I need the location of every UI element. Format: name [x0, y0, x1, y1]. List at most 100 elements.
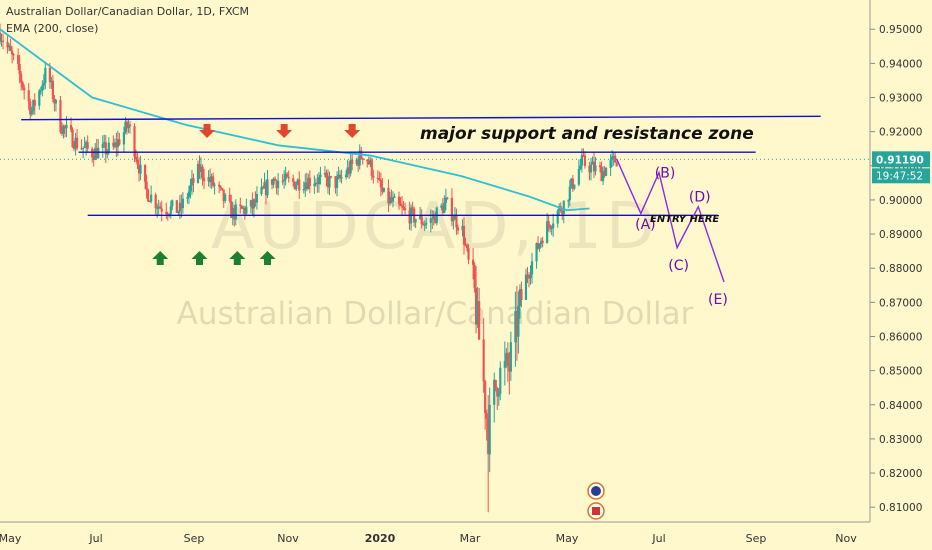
candle-body [314, 182, 317, 184]
candle-body [156, 207, 159, 209]
candle-body [255, 194, 259, 203]
candle-body [304, 182, 307, 190]
candle-body [337, 174, 340, 178]
candle-body [38, 90, 41, 106]
candle-body [101, 143, 104, 148]
candle-body [482, 339, 485, 382]
candle-body [414, 219, 417, 223]
candle-body [213, 184, 216, 186]
candle-body [568, 186, 571, 201]
candle-body [387, 187, 390, 204]
candle-body [1, 40, 5, 42]
candle-body [92, 156, 95, 160]
candle-body [456, 227, 460, 231]
candle-body [361, 158, 364, 160]
candle-body [431, 218, 434, 220]
candle-body [357, 159, 360, 166]
candle-body [493, 379, 496, 405]
support-arrow-up-icon [152, 251, 169, 265]
candle-body [499, 367, 502, 394]
candle-body [571, 178, 574, 189]
candle-body [296, 179, 299, 185]
candle-body [243, 207, 246, 214]
symbol-info: Australian Dollar/Canadian Dollar, 1D, F… [6, 5, 250, 18]
x-tick-label: May [556, 532, 579, 545]
wave-projection-line [616, 158, 725, 283]
candle-body [106, 151, 109, 155]
candle-body [464, 244, 467, 246]
candle-body [549, 225, 552, 229]
candle-body [60, 132, 64, 134]
candle-body [588, 165, 591, 173]
candle-body [284, 173, 287, 180]
candle-body [125, 121, 129, 129]
candle-body [165, 211, 168, 214]
candle-body [91, 148, 94, 157]
y-tick-label: 0.81000 [879, 502, 922, 514]
candle-body [233, 208, 236, 220]
candle-body [69, 124, 73, 130]
wave-label: (E) [708, 292, 728, 308]
candle-body [10, 50, 14, 55]
candle-body [598, 165, 602, 168]
y-tick-label: 0.89000 [879, 229, 922, 241]
candle-body [221, 187, 224, 190]
candle-body [316, 182, 319, 185]
candle-body [370, 159, 373, 176]
candle-body [23, 87, 26, 91]
candle-body [573, 184, 576, 189]
candle-body [0, 40, 3, 42]
candle-body [515, 311, 519, 337]
candle-body [444, 197, 447, 203]
candle-body [496, 388, 499, 397]
candle-body [187, 191, 191, 198]
candle-body [461, 225, 464, 231]
candle-body [473, 264, 476, 289]
candle-body [345, 174, 348, 178]
watermark-ticker: AUDCAD, 1D [211, 190, 659, 264]
candle-body [287, 176, 290, 179]
candle-body [17, 55, 20, 64]
y-tick-label: 0.88000 [879, 263, 922, 275]
candle-body [166, 213, 169, 215]
candle-body [107, 142, 110, 152]
candle-body [219, 186, 222, 188]
candle-body [63, 125, 67, 129]
candle-body [186, 197, 189, 199]
candle-body [116, 139, 119, 148]
candle-body [378, 178, 381, 180]
x-tick-label: Jul [88, 532, 102, 545]
candle-body [506, 352, 509, 367]
candle-body [478, 301, 481, 340]
candle-body [505, 352, 508, 362]
candle-body [30, 111, 33, 115]
candle-body [465, 244, 469, 249]
candle-body [33, 99, 36, 106]
candle-body [355, 159, 358, 165]
candle-body [249, 200, 252, 207]
resistance-arrow-down-icon [276, 124, 293, 138]
candle-body [570, 178, 573, 187]
candle-body [154, 194, 157, 209]
candle-body [128, 124, 132, 127]
countdown-tag [872, 168, 930, 184]
y-tick-label: 0.82000 [879, 468, 922, 480]
candle-body [541, 240, 544, 244]
candle-body [538, 244, 541, 249]
candle-body [411, 207, 414, 209]
candle-body [239, 204, 242, 207]
candle-body [440, 205, 443, 208]
candle-body [509, 342, 512, 372]
candle-body [118, 139, 121, 145]
candle-body [476, 301, 479, 325]
resistance-line [21, 115, 821, 121]
candle-body [535, 243, 538, 262]
candle-body [240, 206, 243, 209]
candle-body [177, 211, 180, 213]
candle-body [0, 32, 2, 42]
candle-body [612, 155, 615, 157]
candle-body [199, 166, 203, 172]
candle-body [228, 194, 231, 201]
